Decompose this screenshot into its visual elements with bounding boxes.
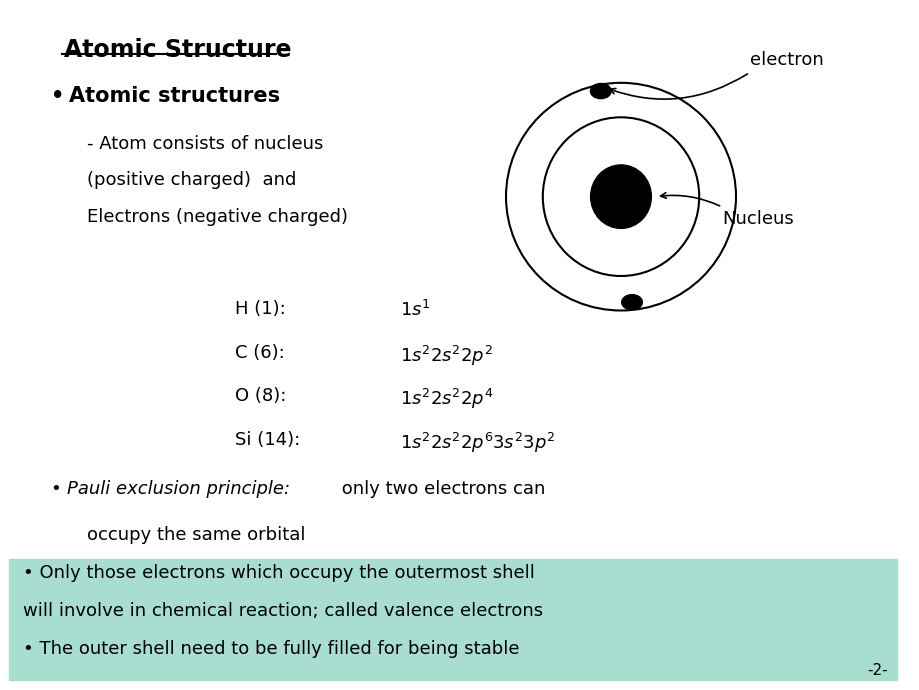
Text: $1s^{2}2s^{2}2p^{4}$: $1s^{2}2s^{2}2p^{4}$ — [400, 387, 493, 411]
Circle shape — [589, 83, 611, 99]
Text: •: • — [51, 480, 62, 497]
Text: C (6):: C (6): — [234, 344, 284, 362]
Text: Pauli exclusion principle:: Pauli exclusion principle: — [67, 480, 290, 497]
Text: occupy the same orbital: occupy the same orbital — [87, 526, 306, 544]
Text: O (8):: O (8): — [234, 387, 286, 405]
Text: • Only those electrons which occupy the outermost shell: • Only those electrons which occupy the … — [23, 564, 534, 582]
Text: Si (14):: Si (14): — [234, 431, 300, 448]
Text: -2-: -2- — [867, 662, 887, 678]
Text: will involve in chemical reaction; called valence electrons: will involve in chemical reaction; calle… — [23, 602, 542, 620]
Text: • The outer shell need to be fully filled for being stable: • The outer shell need to be fully fille… — [23, 640, 519, 658]
Text: only two electrons can: only two electrons can — [335, 480, 545, 497]
Text: $1s^{2}2s^{2}2p^{6}3s^{2}3p^{2}$: $1s^{2}2s^{2}2p^{6}3s^{2}3p^{2}$ — [400, 431, 555, 455]
Text: •: • — [51, 86, 64, 106]
Text: Atomic Structure: Atomic Structure — [64, 38, 291, 62]
Bar — [9, 559, 896, 680]
Text: Nucleus: Nucleus — [721, 210, 793, 228]
Text: electron: electron — [749, 51, 823, 69]
Text: - Atom consists of nucleus: - Atom consists of nucleus — [87, 135, 323, 152]
Text: Atomic structures: Atomic structures — [69, 86, 279, 106]
Text: (positive charged)  and: (positive charged) and — [87, 171, 297, 189]
Circle shape — [620, 294, 642, 310]
Ellipse shape — [590, 165, 651, 228]
Text: Electrons (negative charged): Electrons (negative charged) — [87, 208, 348, 226]
Text: $1s^{1}$: $1s^{1}$ — [400, 300, 430, 320]
Text: H (1):: H (1): — [234, 300, 285, 318]
Text: $1s^{2}2s^{2}2p^{2}$: $1s^{2}2s^{2}2p^{2}$ — [400, 344, 493, 368]
